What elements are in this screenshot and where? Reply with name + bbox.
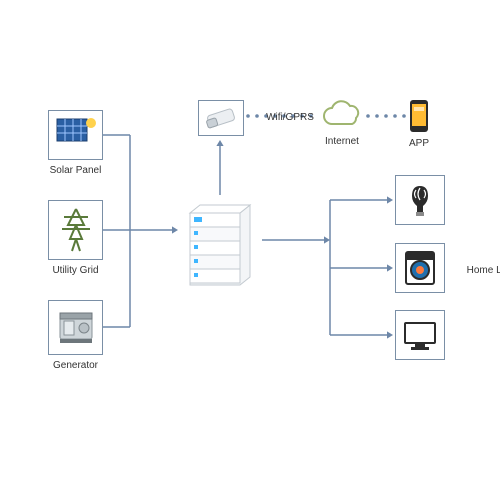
generator-label: Generator [48,360,103,371]
solar-panel-box [48,110,103,160]
wifi-label: Wifi/GPRS [250,112,330,123]
app-label: APP [408,138,430,149]
load-washer-box [395,243,445,293]
cloud-icon [320,100,364,132]
solar-panel-label: Solar Panel [48,165,103,176]
app-phone [408,98,430,134]
home-loads-label: Home Loads [455,265,500,276]
monitor-icon [401,317,439,353]
battery-stack [180,195,260,290]
battery-icon [180,195,260,290]
internet-label: Internet [320,136,364,147]
wifi-box [198,100,244,136]
washer-icon [402,248,438,288]
wifi-dongle-icon [202,104,240,132]
solar-panel-icon [53,115,99,155]
load-bulb-box [395,175,445,225]
load-monitor-box [395,310,445,360]
bulb-icon [405,180,435,220]
utility-grid-label: Utility Grid [48,265,103,276]
utility-grid-icon [56,205,96,255]
generator-icon [54,307,98,349]
internet-cloud [320,100,364,132]
generator-box [48,300,103,355]
phone-icon [408,98,430,134]
utility-grid-box [48,200,103,260]
